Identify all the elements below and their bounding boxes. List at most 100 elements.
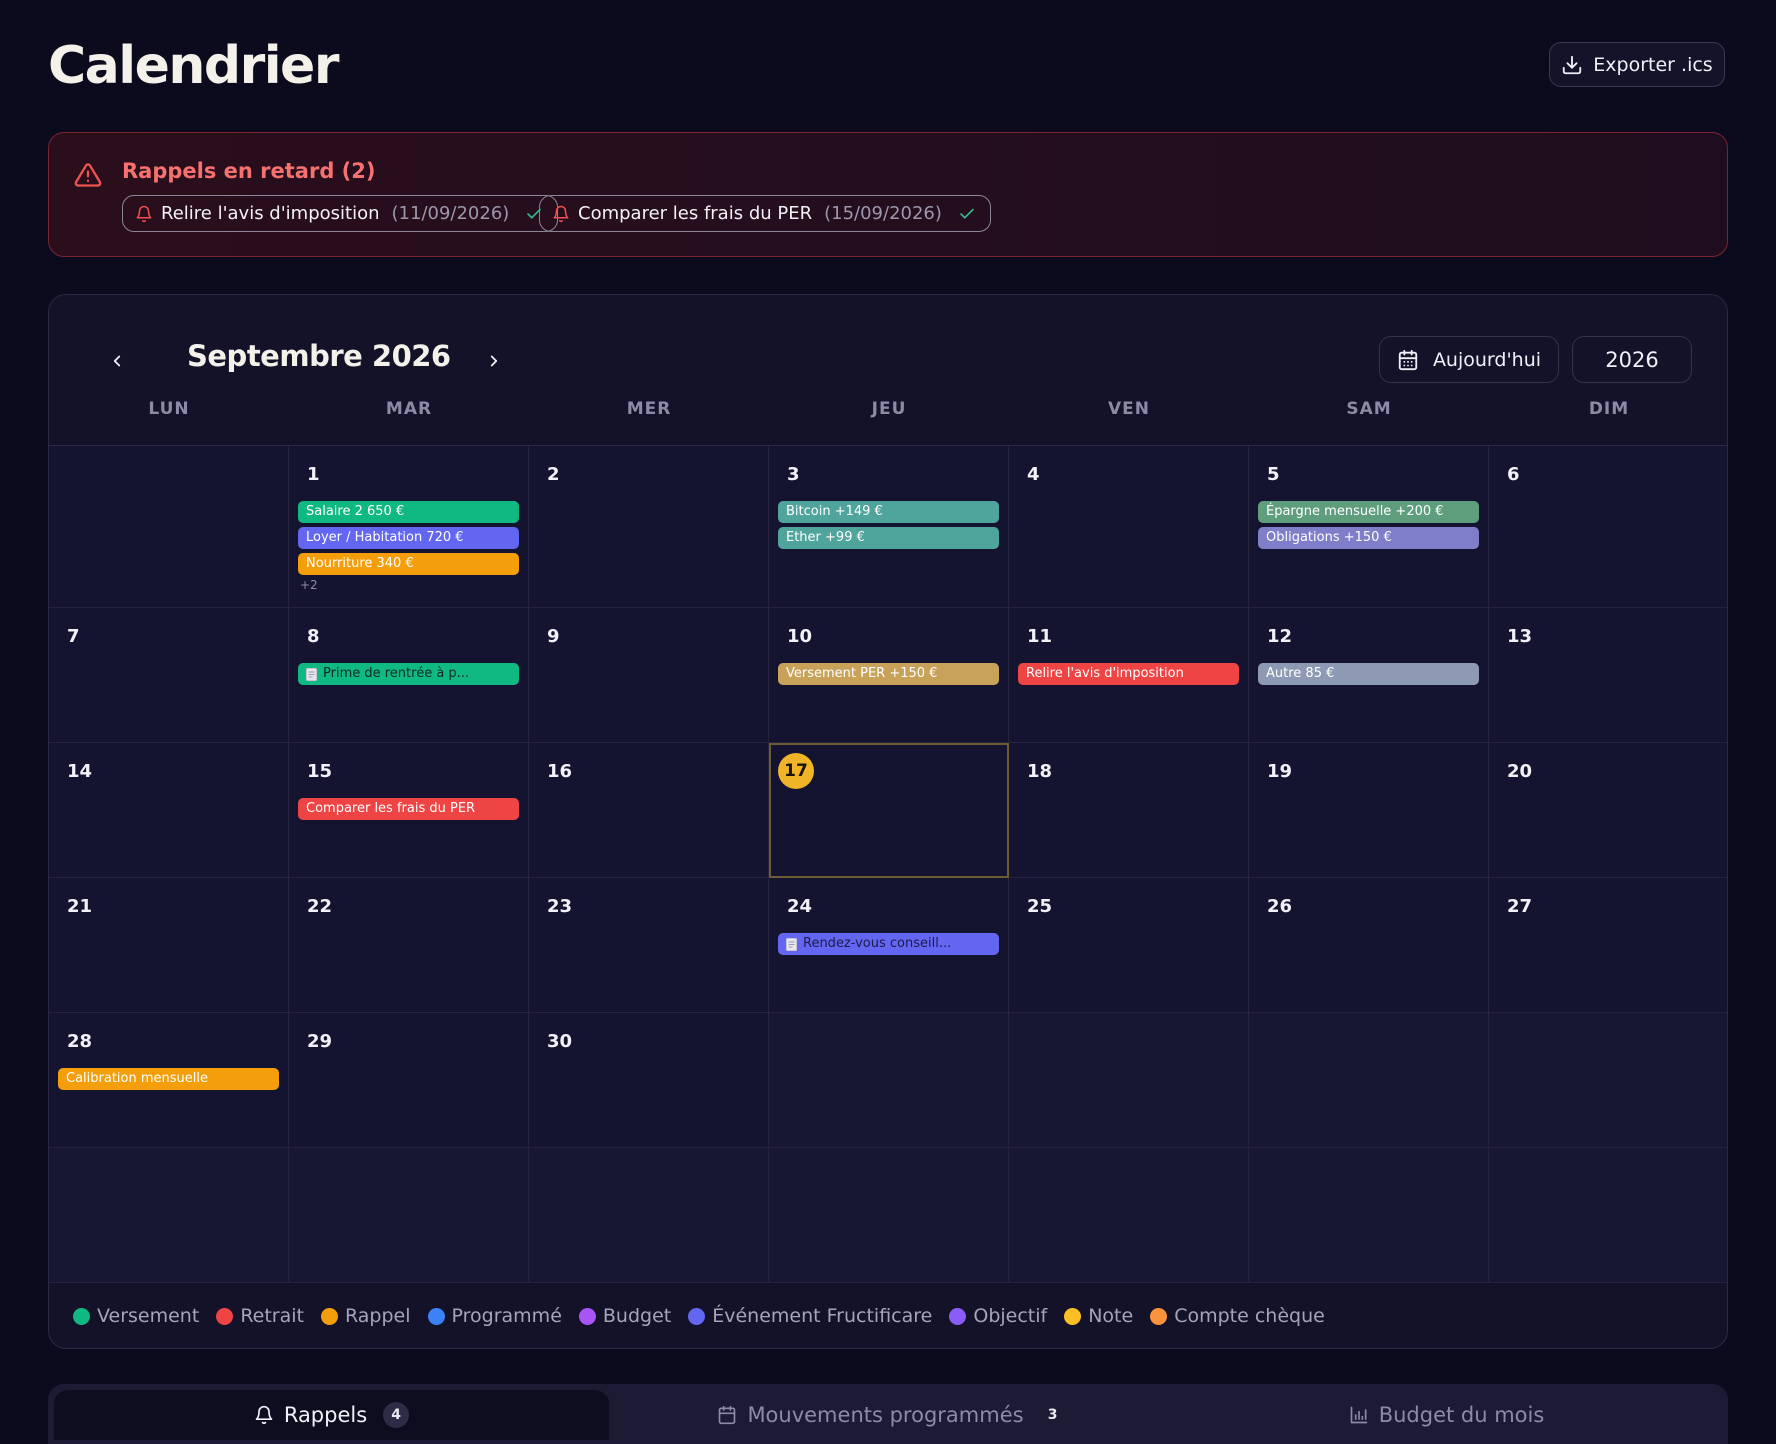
overdue-reminders-alert: Rappels en retard (2) Relire l'avis d'im…	[48, 132, 1728, 257]
day-cell[interactable]: 13	[1489, 608, 1727, 743]
day-number: 11	[1027, 626, 1053, 647]
legend-item: Objectif	[949, 1305, 1047, 1327]
day-cell[interactable]: 21	[49, 878, 289, 1013]
day-cell-empty	[49, 1148, 289, 1283]
day-number: 3	[787, 464, 800, 485]
export-label: Exporter .ics	[1593, 53, 1713, 76]
day-cell[interactable]: 19	[1249, 743, 1489, 878]
legend-item: Événement Fructificare	[688, 1305, 932, 1327]
day-cell[interactable]: 14	[49, 743, 289, 878]
day-number: 13	[1507, 626, 1533, 647]
day-cell[interactable]: 26	[1249, 878, 1489, 1013]
more-events-link[interactable]: +2	[300, 578, 318, 592]
day-cell[interactable]: 4	[1009, 446, 1249, 608]
day-cell-empty	[769, 1013, 1009, 1148]
day-cell[interactable]: 20	[1489, 743, 1727, 878]
day-cell[interactable]: 1 Salaire 2 650 € Loyer / Habitation 720…	[289, 446, 529, 608]
today-marker: 17	[778, 753, 814, 789]
today-button[interactable]: Aujourd'hui	[1379, 336, 1559, 383]
legend-label: Versement	[97, 1305, 200, 1327]
legend-dot	[427, 1307, 445, 1325]
weekday-label: MER	[626, 399, 672, 419]
check-icon[interactable]	[525, 205, 543, 223]
day-cell[interactable]: 8 Prime de rentrée à p...	[289, 608, 529, 743]
day-cell[interactable]: 18	[1009, 743, 1249, 878]
year-selector[interactable]: 2026	[1572, 336, 1692, 383]
weekday-label: MAR	[385, 399, 433, 419]
event-calibration[interactable]: Calibration mensuelle	[58, 1068, 279, 1090]
next-month-button[interactable]	[480, 347, 508, 375]
day-cell[interactable]: 11 Relire l'avis d'imposition	[1009, 608, 1249, 743]
day-cell[interactable]: 9	[529, 608, 769, 743]
overdue-reminder-chip[interactable]: Comparer les frais du PER (15/09/2026)	[539, 195, 991, 232]
day-number: 9	[547, 626, 560, 647]
day-cell[interactable]: 5 Épargne mensuelle +200 € Obligations +…	[1249, 446, 1489, 608]
month-grid: 1 Salaire 2 650 € Loyer / Habitation 720…	[49, 445, 1727, 1283]
day-number: 29	[307, 1031, 333, 1052]
event-relire-avis[interactable]: Relire l'avis d'imposition	[1018, 663, 1239, 685]
day-number: 5	[1267, 464, 1280, 485]
day-cell[interactable]: 3 Bitcoin +149 € Ether +99 €	[769, 446, 1009, 608]
event-loyer[interactable]: Loyer / Habitation 720 €	[298, 527, 519, 549]
note-icon	[786, 937, 797, 951]
weekday-label: SAM	[1346, 399, 1392, 419]
legend-label: Événement Fructificare	[712, 1305, 933, 1327]
event-bitcoin[interactable]: Bitcoin +149 €	[778, 501, 999, 523]
legend-label: Budget	[602, 1305, 672, 1327]
day-cell[interactable]: 23	[529, 878, 769, 1013]
event-prime[interactable]: Prime de rentrée à p...	[298, 663, 519, 685]
day-number: 20	[1507, 761, 1533, 782]
check-icon[interactable]	[958, 205, 976, 223]
day-cell[interactable]: 25	[1009, 878, 1249, 1013]
day-number: 26	[1267, 896, 1293, 917]
day-cell[interactable]: 16	[529, 743, 769, 878]
overdue-reminder-chip[interactable]: Relire l'avis d'imposition (11/09/2026)	[122, 195, 559, 232]
bottom-tabs: Rappels 4 Mouvements programmés 3 Budget…	[48, 1384, 1728, 1444]
tab-rappels[interactable]: Rappels 4	[54, 1390, 609, 1440]
day-cell-empty	[1249, 1013, 1489, 1148]
day-number: 24	[787, 896, 813, 917]
event-comparer-per[interactable]: Comparer les frais du PER	[298, 798, 519, 820]
day-number: 18	[1027, 761, 1053, 782]
day-cell-today[interactable]: 17	[769, 743, 1009, 878]
day-cell[interactable]: 12 Autre 85 €	[1249, 608, 1489, 743]
count-badge: 4	[383, 1402, 410, 1428]
event-epargne[interactable]: Épargne mensuelle +200 €	[1258, 501, 1479, 523]
event-autre[interactable]: Autre 85 €	[1258, 663, 1479, 685]
tab-budget-du-mois[interactable]: Budget du mois	[1169, 1390, 1724, 1440]
day-cell[interactable]: 7	[49, 608, 289, 743]
day-cell[interactable]: 28 Calibration mensuelle	[49, 1013, 289, 1148]
day-cell[interactable]: 2	[529, 446, 769, 608]
day-cell-empty	[1489, 1148, 1727, 1283]
event-nourriture[interactable]: Nourriture 340 €	[298, 553, 519, 575]
previous-month-button[interactable]	[103, 347, 131, 375]
export-ics-button[interactable]: Exporter .ics	[1549, 42, 1725, 87]
event-rendez-vous[interactable]: Rendez-vous conseill...	[778, 933, 999, 955]
legend-label: Note	[1088, 1305, 1134, 1327]
bar-chart-icon	[1350, 1406, 1368, 1424]
day-cell-empty	[769, 1148, 1009, 1283]
day-cell-empty	[1489, 1013, 1727, 1148]
tab-label: Rappels	[283, 1403, 368, 1427]
day-cell[interactable]: 27	[1489, 878, 1727, 1013]
legend-label: Objectif	[973, 1305, 1048, 1327]
day-cell[interactable]: 22	[289, 878, 529, 1013]
day-cell[interactable]: 30	[529, 1013, 769, 1148]
day-number: 8	[307, 626, 320, 647]
event-obligations[interactable]: Obligations +150 €	[1258, 527, 1479, 549]
event-versement-per[interactable]: Versement PER +150 €	[778, 663, 999, 685]
day-cell[interactable]: 24 Rendez-vous conseill...	[769, 878, 1009, 1013]
event-salaire[interactable]: Salaire 2 650 €	[298, 501, 519, 523]
event-ether[interactable]: Ether +99 €	[778, 527, 999, 549]
day-cell[interactable]: 10 Versement PER +150 €	[769, 608, 1009, 743]
weekday-label: DIM	[1588, 399, 1630, 419]
tab-mouvements-programmes[interactable]: Mouvements programmés 3	[614, 1390, 1169, 1440]
day-cell-empty	[289, 1148, 529, 1283]
legend-dot	[1150, 1307, 1168, 1325]
day-cell[interactable]: 6	[1489, 446, 1727, 608]
day-cell[interactable]: 29	[289, 1013, 529, 1148]
weekday-label: JEU	[871, 399, 907, 419]
legend-item: Compte chèque	[1150, 1305, 1325, 1327]
day-cell[interactable]: 15 Comparer les frais du PER	[289, 743, 529, 878]
day-number: 6	[1507, 464, 1520, 485]
